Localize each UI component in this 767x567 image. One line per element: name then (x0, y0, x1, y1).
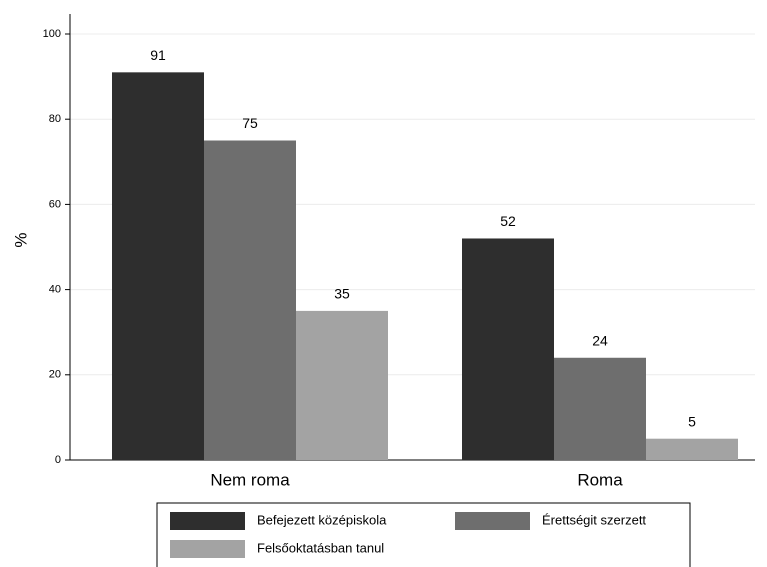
value-label: 75 (242, 115, 258, 131)
bar (112, 72, 204, 460)
y-tick-label: 80 (49, 113, 61, 125)
y-tick-label: 40 (49, 284, 61, 296)
y-tick-label: 60 (49, 198, 61, 210)
y-axis-title: % (11, 232, 30, 247)
y-tick-label: 100 (43, 28, 61, 40)
bar (462, 238, 554, 460)
legend-label: Felsőoktatásban tanul (257, 540, 384, 555)
y-tick-label: 0 (55, 454, 61, 466)
bar (204, 140, 296, 460)
legend-label: Érettségit szerzett (542, 512, 646, 527)
bar (296, 310, 388, 460)
x-tick-label: Roma (577, 470, 623, 489)
bar (646, 438, 738, 460)
value-label: 91 (150, 47, 166, 63)
value-label: 52 (500, 213, 516, 229)
value-label: 5 (688, 413, 696, 429)
value-label: 24 (592, 332, 608, 348)
x-tick-label: Nem roma (210, 470, 290, 489)
legend-swatch (170, 512, 245, 530)
bar (554, 357, 646, 460)
legend-swatch (170, 540, 245, 558)
legend-label: Befejezett középiskola (257, 512, 387, 527)
y-tick-label: 20 (49, 369, 61, 381)
legend-box (156, 502, 691, 567)
legend-swatch (455, 512, 530, 530)
value-label: 35 (334, 286, 350, 302)
